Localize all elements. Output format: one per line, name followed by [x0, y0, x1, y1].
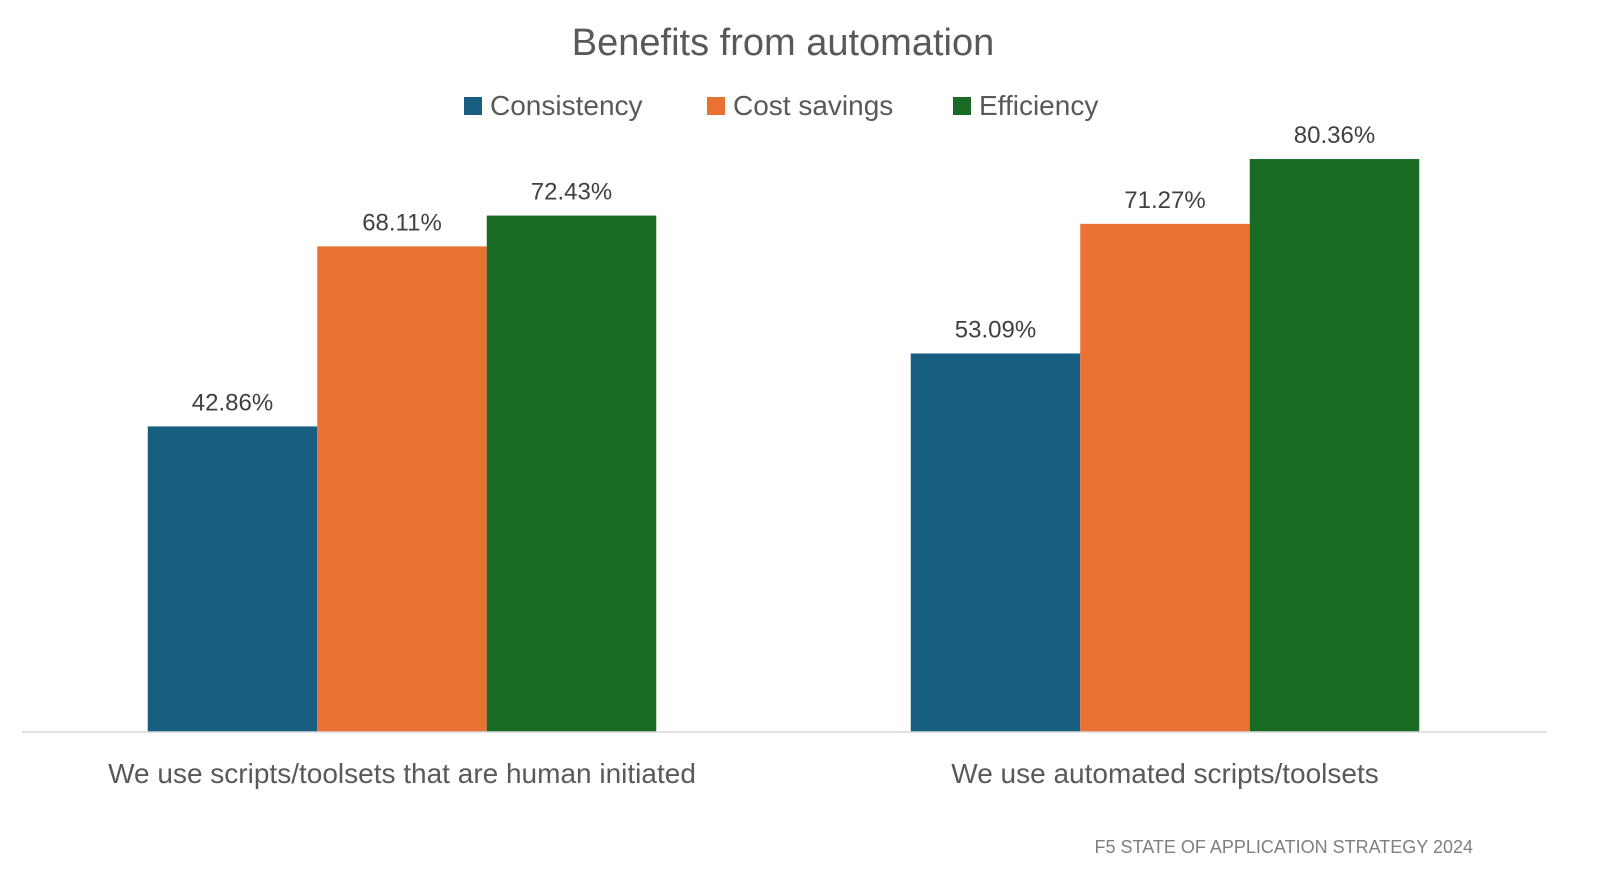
data-label-1-2: 80.36%	[1294, 122, 1375, 149]
category-label-0: We use scripts/toolsets that are human i…	[108, 758, 696, 789]
data-label-0-0: 42.86%	[192, 389, 273, 416]
category-label-1: We use automated scripts/toolsets	[951, 758, 1378, 789]
bar-0-0	[147, 426, 318, 732]
category-labels: We use scripts/toolsets that are human i…	[108, 758, 1379, 789]
bar-0-2	[486, 215, 657, 732]
data-label-0-2: 72.43%	[531, 179, 612, 206]
chart-title: Benefits from automation	[572, 22, 994, 64]
bar-0-1	[317, 246, 487, 732]
legend-swatch-0	[464, 97, 482, 115]
legend-swatch-2	[953, 97, 971, 115]
legend-label-2: Efficiency	[979, 90, 1098, 121]
legend-label-0: Consistency	[490, 90, 643, 121]
legend-swatch-1	[707, 97, 725, 115]
source-note: F5 STATE OF APPLICATION STRATEGY 2024	[1095, 837, 1473, 857]
bar-1-1	[1080, 223, 1250, 732]
legend: Consistency Cost savings Efficiency	[464, 90, 1098, 121]
data-label-0-1: 68.11%	[362, 209, 442, 236]
bar-1-2	[1249, 159, 1420, 732]
data-label-1-0: 53.09%	[955, 316, 1036, 343]
data-label-1-1: 71.27%	[1124, 187, 1205, 214]
bars: 42.86% 68.11% 72.43% 53.09% 71.27% 80.36%	[147, 122, 1420, 732]
bar-1-0	[910, 353, 1081, 732]
legend-label-1: Cost savings	[733, 90, 893, 121]
